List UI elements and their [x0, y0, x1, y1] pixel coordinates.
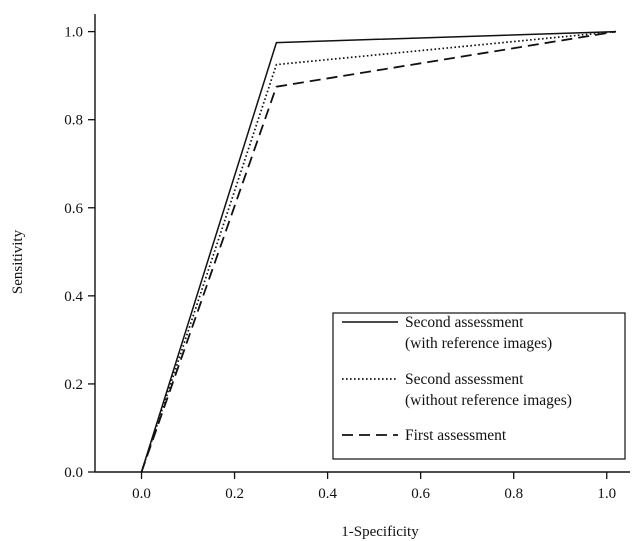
series-line-1	[140, 30, 617, 473]
series-lines	[140, 30, 617, 473]
legend-label-1: (with reference images)	[405, 335, 552, 352]
x-tick-label: 0.6	[411, 486, 430, 502]
y-tick-label: 0.8	[64, 113, 83, 129]
x-axis-ticks: 0.0 0.2 0.4 0.6 0.8 1.0	[132, 472, 616, 502]
axes: 0.0 0.2 0.4 0.6 0.8 1.0 0.0 0.2 0.4 0.6 0.8 1.0	[64, 14, 630, 502]
x-tick-label: 0.2	[225, 486, 244, 502]
y-tick-label: 0.0	[64, 465, 83, 481]
y-tick-label: 1.0	[64, 25, 83, 41]
x-tick-label: 0.0	[132, 486, 151, 502]
legend-label-2: (without reference images)	[405, 392, 572, 409]
x-tick-label: 1.0	[597, 486, 616, 502]
x-tick-label: 0.4	[318, 486, 337, 502]
legend-label-2: Second assessment	[405, 371, 524, 388]
y-tick-label: 0.6	[64, 201, 83, 217]
y-tick-label: 0.4	[64, 289, 83, 305]
legend-label-3: First assessment	[405, 427, 507, 444]
series-line-3	[140, 30, 617, 473]
y-axis-title: Sensitivity	[10, 229, 26, 294]
x-axis-title: 1-Specificity	[341, 524, 419, 540]
y-axis-ticks: 0.0 0.2 0.4 0.6 0.8 1.0	[64, 25, 95, 481]
series-line-2	[140, 30, 617, 473]
legend: Second assessment (with reference images)…	[332, 312, 626, 460]
y-tick-label: 0.2	[64, 377, 83, 393]
x-tick-label: 0.8	[504, 486, 523, 502]
legend-label-1: Second assessment	[405, 314, 524, 331]
